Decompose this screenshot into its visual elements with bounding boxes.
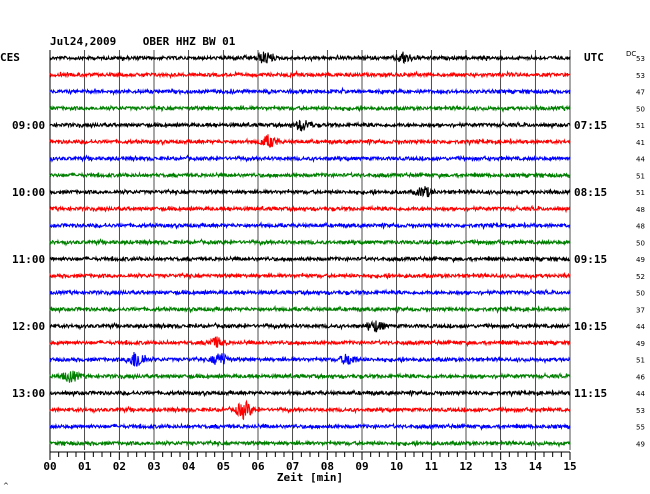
dc-value-11: 50 [636,239,645,247]
dc-values: 53 53 47 50 51 41 44 51 51 48 48 50 49 52 50 37 44 49 51 46… [636,55,645,448]
dc-value-15: 37 [636,306,645,314]
dc-value-18: 51 [636,357,645,365]
trace-line-6 [49,154,571,164]
trace-line-13 [49,271,571,281]
right-time-label-1: 08:15 [574,186,607,199]
dc-value-16: 44 [636,323,645,331]
x-tick-label-05: 05 [217,460,230,473]
left-time-label-0: 09:00 [12,119,45,132]
dc-value-1: 53 [636,72,645,80]
x-tick-label-01: 01 [78,460,92,473]
trace-line-17 [49,336,571,348]
left-timezone-label: CES [0,51,20,64]
left-time-label-1: 10:00 [12,186,45,199]
right-time-labels: 07:15 08:15 09:15 10:15 11:15 [574,119,607,400]
x-tick-label-09: 09 [355,460,368,473]
trace-line-9 [49,204,571,214]
dc-value-5: 41 [636,139,645,147]
right-time-label-2: 09:15 [574,253,607,266]
x-tick-label-06: 06 [251,460,265,473]
dc-value-9: 48 [636,206,645,214]
dc-value-6: 44 [636,156,645,164]
dc-value-23: 49 [636,440,645,448]
x-tick-label-12: 12 [459,460,472,473]
trace-line-3 [49,104,571,113]
x-tick-label-10: 10 [390,460,403,473]
left-time-label-4: 13:00 [12,387,45,400]
footer-mark: ^ [3,482,9,490]
trace-line-2 [49,86,571,96]
dc-value-17: 49 [636,340,645,348]
trace-line-22 [49,422,571,431]
trace-line-7 [49,171,571,180]
dc-value-22: 55 [636,424,645,432]
trace-line-20 [49,388,571,398]
dc-value-20: 44 [636,390,645,398]
trace-line-0 [49,51,571,65]
x-axis-label: Zeit [min] [277,471,343,484]
dc-value-7: 51 [636,172,645,180]
x-tick-label-15: 15 [563,460,576,473]
trace-line-16 [49,320,571,333]
trace-line-10 [49,221,571,231]
trace-group [49,51,571,448]
dc-value-3: 50 [636,105,645,113]
dc-header-label: DC [626,50,636,58]
x-tick-label-11: 11 [425,460,439,473]
dc-value-8: 51 [636,189,645,197]
trace-line-18 [49,352,571,367]
x-tick-label-08: 08 [321,460,334,473]
right-timezone-label: UTC [584,51,604,64]
left-time-label-2: 11:00 [12,253,45,266]
trace-line-4 [49,119,571,132]
dc-value-19: 46 [636,373,645,381]
x-tick-label-03: 03 [147,460,160,473]
dc-value-0: 53 [636,55,645,63]
trace-line-12 [49,254,571,264]
x-tick-label-02: 02 [113,460,126,473]
trace-line-1 [49,69,571,80]
dc-value-13: 52 [636,273,645,281]
dc-value-12: 49 [636,256,645,264]
dc-value-14: 50 [636,290,645,298]
x-tick-label-13: 13 [494,460,507,473]
trace-line-15 [49,304,571,314]
trace-line-21 [49,399,571,421]
dc-value-2: 47 [636,89,645,97]
left-time-label-3: 12:00 [12,320,45,333]
trace-line-14 [49,288,571,297]
x-tick-label-00: 00 [43,460,56,473]
minute-grid [49,50,571,458]
trace-line-19 [49,370,571,383]
right-time-label-0: 07:15 [574,119,607,132]
chart-title: Jul24,2009 OBER HHZ BW 01 [50,35,236,48]
right-time-label-4: 11:15 [574,387,607,400]
trace-line-8 [49,186,571,198]
dc-value-21: 53 [636,407,645,415]
dc-value-10: 48 [636,223,645,231]
trace-line-11 [49,238,571,247]
x-tick-label-07: 07 [286,460,299,473]
x-tick-label-04: 04 [182,460,196,473]
x-tick-label-14: 14 [529,460,543,473]
x-axis: 00 01 02 03 04 05 06 07 08 09 10 11 12 13 14 15 [43,451,577,473]
right-time-label-3: 10:15 [574,320,607,333]
dc-value-4: 51 [636,122,645,130]
trace-line-23 [49,439,571,448]
trace-line-5 [49,134,571,148]
left-time-labels: 09:00 10:00 11:00 12:00 13:00 [12,119,45,400]
